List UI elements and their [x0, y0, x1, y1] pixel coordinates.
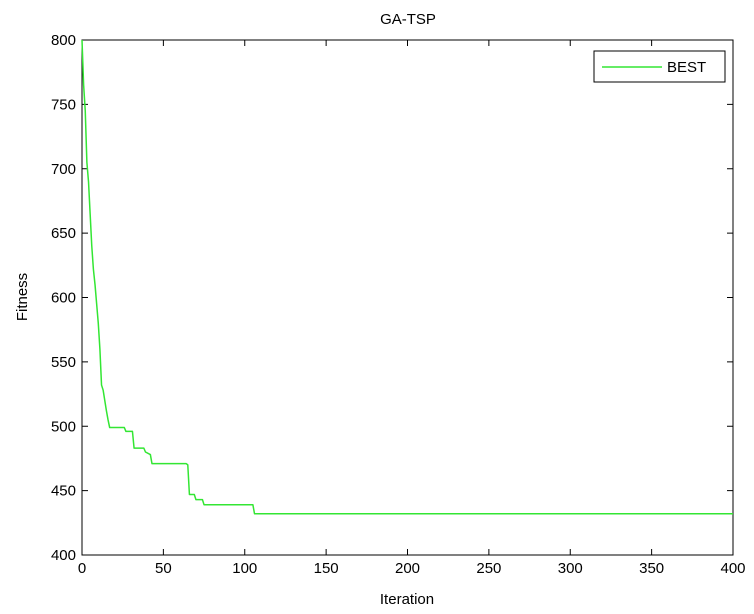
y-tick-label: 400: [51, 547, 76, 564]
x-axis-title: Iteration: [380, 591, 434, 608]
x-tick-label: 350: [639, 560, 664, 577]
y-tick-label: 600: [51, 290, 76, 307]
y-tick-label: 550: [51, 354, 76, 371]
x-tick-label: 150: [314, 560, 339, 577]
x-tick-label: 50: [155, 560, 172, 577]
y-tick-label: 750: [51, 96, 76, 113]
x-tick-label: 300: [558, 560, 583, 577]
y-axis-title: Fitness: [14, 273, 31, 321]
legend-label-best: BEST: [667, 59, 706, 76]
y-tick-label: 450: [51, 483, 76, 500]
y-tick-label: 800: [51, 32, 76, 49]
plot-area: [81, 39, 734, 556]
x-tick-label: 100: [232, 560, 257, 577]
series-line-best: [81, 39, 733, 515]
y-axis: 400 450 500 550 600 650 700 750 800: [51, 32, 733, 564]
y-tick-label: 500: [51, 418, 76, 435]
legend: BEST: [593, 50, 726, 83]
x-tick-label: 0: [78, 560, 86, 577]
x-axis: 0 50 100 150 200 250 300 350 400: [78, 40, 746, 577]
x-tick-label: 200: [395, 560, 420, 577]
x-tick-label: 250: [476, 560, 501, 577]
series-layer: [81, 39, 733, 515]
x-tick-label: 400: [720, 560, 745, 577]
y-tick-label: 650: [51, 225, 76, 242]
chart-title: GA-TSP: [380, 11, 436, 28]
y-tick-label: 700: [51, 161, 76, 178]
